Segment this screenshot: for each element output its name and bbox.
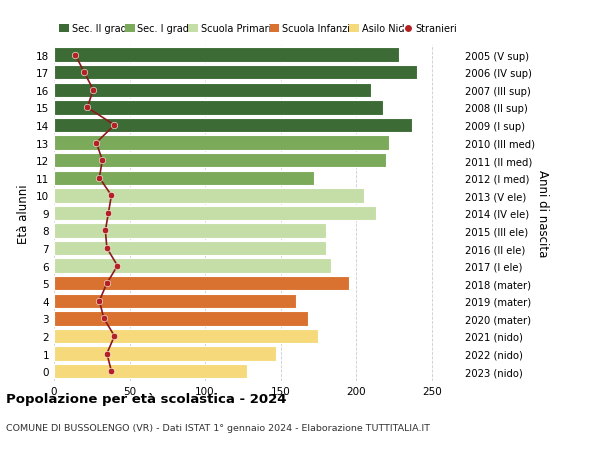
Y-axis label: Età alunni: Età alunni <box>17 184 31 243</box>
Bar <box>54 276 349 291</box>
Point <box>98 157 107 164</box>
Bar <box>54 136 389 151</box>
Text: Popolazione per età scolastica - 2024: Popolazione per età scolastica - 2024 <box>6 392 287 405</box>
Bar <box>54 171 314 185</box>
Bar <box>54 84 371 98</box>
Point <box>99 315 109 322</box>
Bar <box>54 241 326 256</box>
Point <box>102 350 112 358</box>
Point <box>102 245 112 252</box>
Bar <box>54 364 247 379</box>
Point <box>82 105 92 112</box>
Point <box>95 297 104 305</box>
Point <box>79 69 89 77</box>
Point <box>92 140 101 147</box>
Bar <box>54 118 412 133</box>
Bar <box>54 259 331 273</box>
Bar <box>54 206 376 221</box>
Legend: Sec. II grado, Sec. I grado, Scuola Primaria, Scuola Infanzia, Asilo Nido, Stran: Sec. II grado, Sec. I grado, Scuola Prim… <box>59 24 457 34</box>
Point <box>95 175 104 182</box>
Bar <box>54 66 416 80</box>
Bar <box>54 189 364 203</box>
Bar <box>54 294 296 308</box>
Bar <box>54 329 319 343</box>
Point <box>104 210 113 217</box>
Bar <box>54 48 398 63</box>
Bar <box>54 224 326 238</box>
Bar <box>54 101 383 115</box>
Text: COMUNE DI BUSSOLENGO (VR) - Dati ISTAT 1° gennaio 2024 - Elaborazione TUTTITALIA: COMUNE DI BUSSOLENGO (VR) - Dati ISTAT 1… <box>6 423 430 432</box>
Bar <box>54 347 276 361</box>
Y-axis label: Anni di nascita: Anni di nascita <box>536 170 548 257</box>
Bar <box>54 154 386 168</box>
Point <box>107 192 116 200</box>
Point <box>88 87 98 94</box>
Point <box>110 122 119 129</box>
Point <box>70 52 80 59</box>
Point <box>101 227 110 235</box>
Point <box>107 368 116 375</box>
Point <box>110 333 119 340</box>
Point <box>113 263 122 270</box>
Point <box>102 280 112 287</box>
Bar <box>54 312 308 326</box>
